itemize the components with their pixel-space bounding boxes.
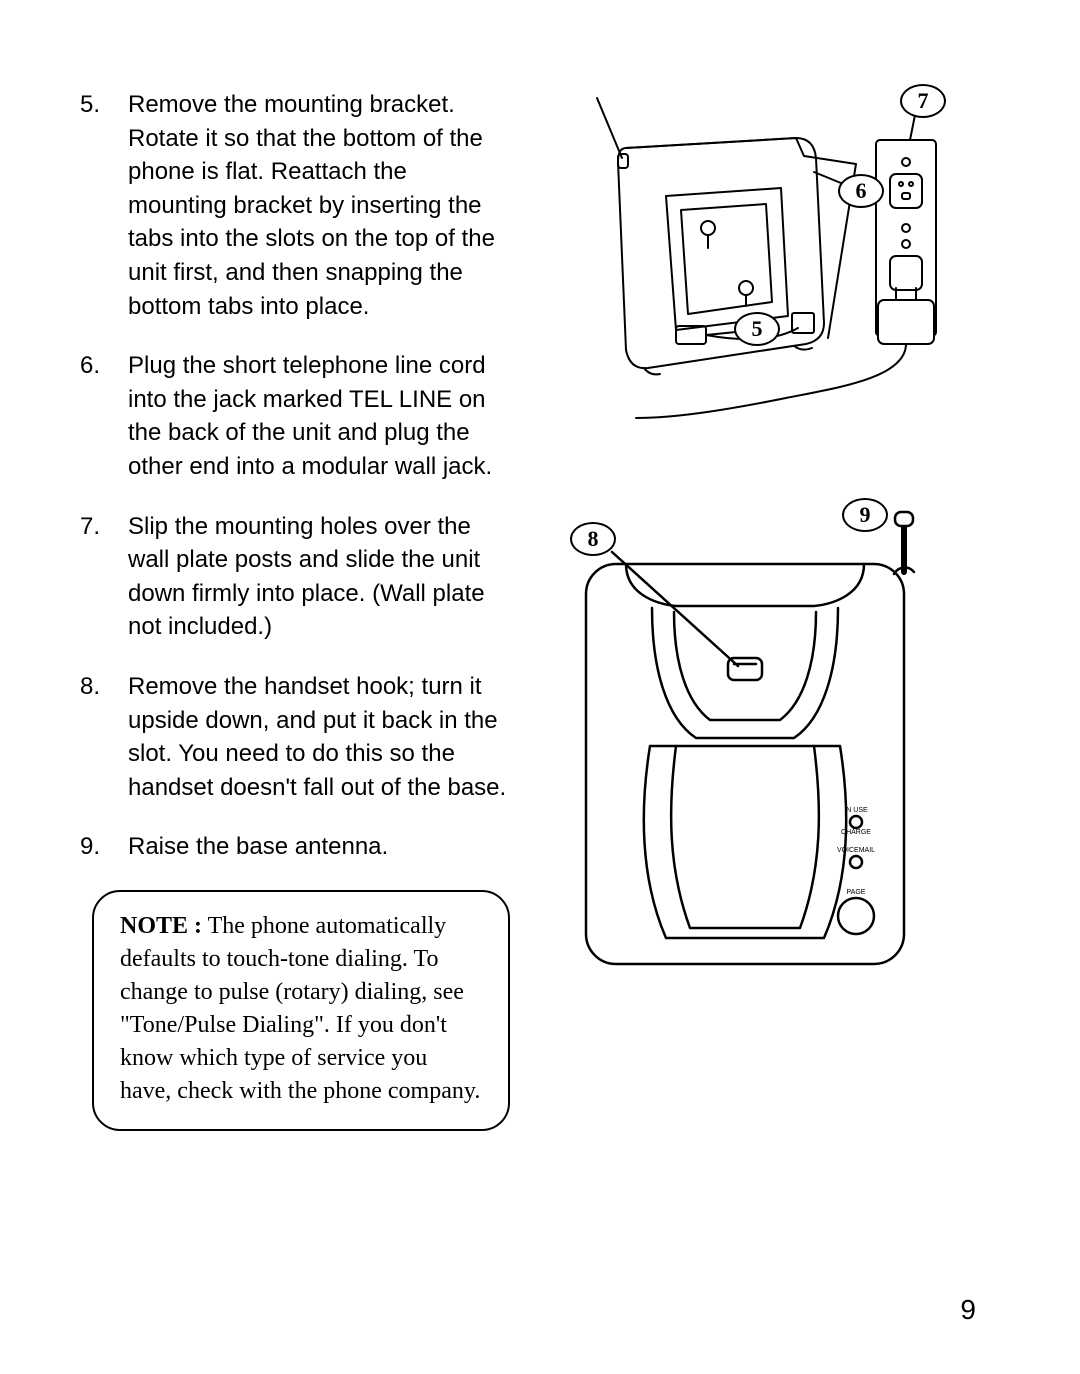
steps-list: Remove the mounting bracket. Rotate it s… bbox=[80, 88, 510, 864]
callout-num: 8 bbox=[588, 526, 599, 552]
callout-num: 9 bbox=[860, 502, 871, 528]
note-label: NOTE : bbox=[120, 913, 202, 939]
callout-6: 6 bbox=[838, 174, 884, 208]
callout-num: 6 bbox=[856, 178, 867, 204]
manual-page: Remove the mounting bracket. Rotate it s… bbox=[0, 0, 1080, 1374]
step-text: Remove the handset hook; turn it upside … bbox=[128, 673, 506, 801]
step-5: Remove the mounting bracket. Rotate it s… bbox=[80, 88, 510, 323]
callout-num: 7 bbox=[918, 88, 929, 114]
step-text: Plug the short telephone line cord into … bbox=[128, 352, 492, 480]
step-8: Remove the handset hook; turn it upside … bbox=[80, 670, 510, 804]
callout-num: 5 bbox=[752, 316, 763, 342]
figures-column: 5 6 7 bbox=[550, 88, 990, 1131]
step-text: Slip the mounting holes over the wall pl… bbox=[128, 513, 485, 641]
instructions-column: Remove the mounting bracket. Rotate it s… bbox=[80, 88, 510, 1131]
callout-9: 9 bbox=[842, 498, 888, 532]
led-label: IN USE bbox=[844, 807, 868, 814]
page-number: 9 bbox=[960, 1294, 976, 1326]
note-text: The phone automatically defaults to touc… bbox=[120, 913, 480, 1105]
led-label: CHARGE bbox=[841, 829, 871, 836]
base-front-illustration: IN USE CHARGE VOICEMAIL PAGE bbox=[556, 508, 966, 988]
wall-mount-illustration bbox=[556, 78, 966, 448]
led-label: VOICEMAIL bbox=[837, 847, 875, 854]
callout-5: 5 bbox=[734, 312, 780, 346]
step-6: Plug the short telephone line cord into … bbox=[80, 349, 510, 483]
figure-base-front: IN USE CHARGE VOICEMAIL PAGE 8 9 bbox=[556, 508, 990, 988]
step-text: Remove the mounting bracket. Rotate it s… bbox=[128, 91, 495, 320]
led-label: PAGE bbox=[847, 889, 866, 896]
step-7: Slip the mounting holes over the wall pl… bbox=[80, 510, 510, 644]
figure-wall-mount: 5 6 7 bbox=[556, 78, 990, 448]
callout-7: 7 bbox=[900, 84, 946, 118]
callout-8: 8 bbox=[570, 522, 616, 556]
step-text: Raise the base antenna. bbox=[128, 833, 388, 860]
two-column-layout: Remove the mounting bracket. Rotate it s… bbox=[80, 88, 990, 1131]
step-9: Raise the base antenna. bbox=[80, 830, 510, 864]
note-box: NOTE : The phone automatically defaults … bbox=[92, 890, 510, 1131]
